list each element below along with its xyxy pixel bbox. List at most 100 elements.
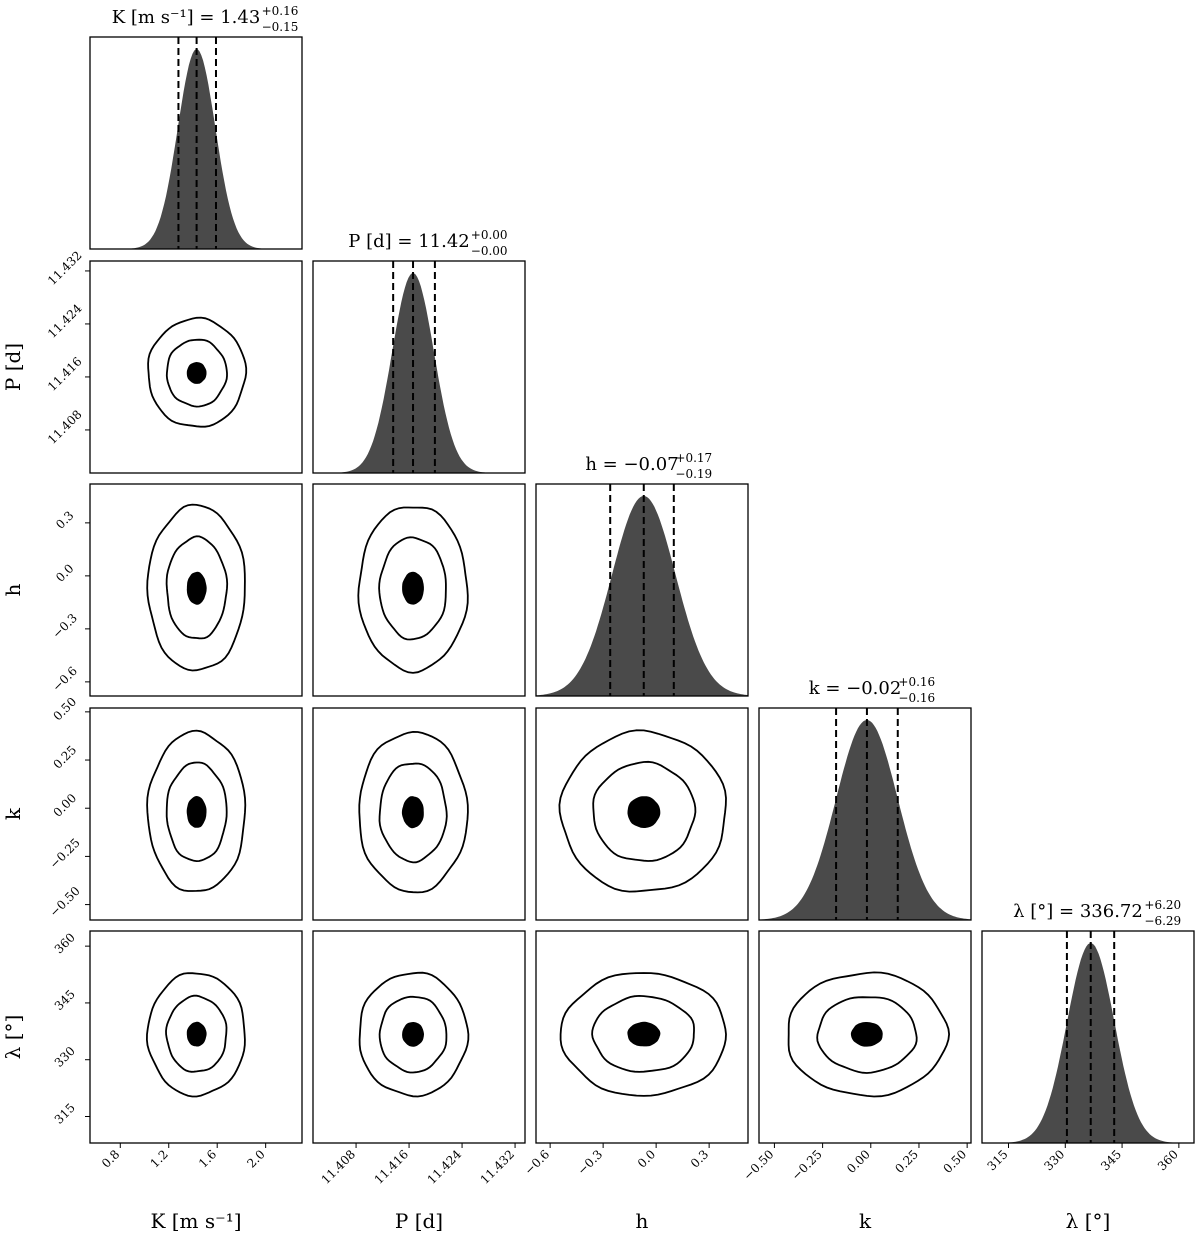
contour-K-k-level-1 [165, 761, 228, 863]
panel-frame-P-h [312, 483, 526, 697]
contour-h-k-level-2 [558, 729, 727, 893]
panel-frame-K-k [89, 707, 303, 921]
title-lower-K: −0.15 [262, 20, 299, 34]
x-tick-label-K-2: 1.6 [196, 1147, 219, 1170]
y-tick-label-lambda-0: 315 [52, 1101, 78, 1127]
y-tick-label-P-1: 11.416 [45, 354, 85, 394]
title-lower-k: −0.16 [898, 691, 935, 705]
panel-hist-lambda: λ [°] = 336.72 +6.20 −6.29 [981, 898, 1195, 1144]
x-tick-label-P-3: 11.432 [478, 1147, 518, 1187]
y-tick-label-lambda-1: 330 [52, 1044, 78, 1070]
contour-h-lambda-level-0 [627, 1021, 661, 1047]
panel-frame-h-lambda [535, 930, 749, 1144]
y-tick-label-h-2: 0.0 [53, 561, 76, 584]
x-tick-label-K-3: 2.0 [244, 1147, 267, 1170]
x-tick-label-h-0: −0.6 [522, 1147, 553, 1178]
x-tick-label-K-0: 0.8 [99, 1147, 122, 1170]
panel-frame-K-lambda [89, 930, 303, 1144]
x-axis-label-K: K [m s⁻¹] [150, 1209, 241, 1233]
x-tick-label-h-3: 0.3 [688, 1147, 711, 1170]
panel-frame-K-P [89, 260, 303, 474]
y-tick-label-h-3: 0.3 [53, 508, 76, 531]
y-tick-label-k-1: −0.25 [47, 836, 83, 872]
contour-k-lambda-level-1 [816, 996, 918, 1074]
contour-h-lambda-level-1 [591, 994, 695, 1073]
contour-P-k-level-1 [378, 762, 448, 864]
panel-contour-K-k [89, 707, 303, 921]
contour-P-h-level-0 [402, 571, 424, 605]
title-lower-h: −0.19 [675, 467, 712, 481]
y-tick-label-P-2: 11.424 [45, 301, 85, 341]
panel-frame-K-h [89, 483, 303, 697]
contour-K-h-level-2 [146, 503, 246, 672]
title-upper-P: +0.00 [471, 228, 508, 242]
panel-frame-h-k [535, 707, 749, 921]
histogram-P [313, 273, 525, 473]
contour-P-lambda-level-2 [358, 971, 470, 1098]
title-lambda: λ [°] = 336.72 [1013, 901, 1143, 922]
x-tick-label-K-1: 1.2 [147, 1147, 170, 1170]
x-tick-label-h-2: 0.0 [635, 1147, 658, 1170]
contour-k-lambda-level-2 [787, 971, 951, 1098]
panel-contour-K-h [89, 483, 303, 697]
contour-h-k-level-1 [592, 760, 697, 862]
histogram-k [759, 720, 971, 920]
x-tick-label-lambda-1: 330 [1041, 1147, 1067, 1173]
y-tick-label-h-1: −0.3 [50, 611, 81, 642]
contour-h-k-level-0 [627, 796, 661, 828]
panel-frame-k [758, 707, 972, 921]
panel-contour-K-lambda [89, 930, 303, 1144]
contour-K-h-level-1 [165, 535, 229, 640]
title-upper-lambda: +6.20 [1144, 898, 1181, 912]
panel-contour-P-lambda [312, 930, 526, 1144]
contour-K-lambda-level-1 [165, 994, 228, 1073]
panel-frame-lambda [981, 930, 1195, 1144]
contour-K-P-level-0 [186, 361, 207, 384]
y-tick-label-k-2: 0.00 [50, 791, 79, 820]
y-axis-label-k: k [1, 807, 25, 820]
panel-frame-P [312, 260, 526, 474]
contour-K-P-level-1 [165, 338, 228, 408]
panel-frame-P-lambda [312, 930, 526, 1144]
x-tick-label-P-2: 11.424 [425, 1147, 465, 1187]
y-tick-label-h-0: −0.6 [50, 664, 81, 695]
x-tick-label-P-0: 11.408 [319, 1147, 359, 1187]
panel-frame-h [535, 483, 749, 697]
contour-P-lambda-level-1 [378, 995, 448, 1074]
panel-hist-k: k = −0.02+0.16 −0.16 [758, 675, 972, 921]
panel-frame-k-lambda [758, 930, 972, 1144]
contour-P-h-level-1 [378, 536, 447, 641]
y-axis-label-P: P [d] [1, 343, 25, 391]
x-tick-label-k-0: −0.50 [741, 1147, 777, 1183]
panel-frame-K [89, 36, 303, 250]
contour-h-lambda-level-2 [559, 972, 727, 1097]
y-tick-label-P-0: 11.408 [45, 407, 85, 447]
contour-P-lambda-level-0 [402, 1022, 425, 1047]
contour-K-P-level-2 [147, 316, 248, 428]
y-axis-label-h: h [1, 583, 25, 596]
y-tick-label-lambda-2: 345 [52, 987, 78, 1013]
title-P: P [d] = 11.42 [348, 231, 469, 252]
x-tick-label-lambda-0: 315 [985, 1147, 1011, 1173]
histogram-h [536, 496, 748, 696]
x-tick-label-k-4: 0.50 [940, 1147, 969, 1176]
title-upper-h: +0.17 [675, 451, 712, 465]
contour-K-k-level-0 [186, 795, 207, 828]
y-tick-label-k-3: 0.25 [50, 743, 79, 772]
x-axis-label-k: k [859, 1209, 872, 1233]
x-axis-label-h: h [636, 1209, 649, 1233]
title-K: K [m s⁻¹] = 1.43 [112, 7, 261, 28]
contour-K-k-level-2 [146, 729, 247, 892]
contour-k-lambda-level-0 [850, 1022, 883, 1047]
title-h: h = −0.07 [585, 454, 678, 475]
x-axis-label-P: P [d] [395, 1209, 443, 1233]
panel-contour-P-h [312, 483, 526, 697]
contour-P-k-level-0 [401, 796, 424, 829]
contour-K-h-level-0 [186, 571, 207, 605]
title-upper-K: +0.16 [262, 4, 299, 18]
panel-hist-h: h = −0.07+0.17 −0.19 [535, 451, 749, 697]
x-tick-label-k-2: 0.00 [844, 1147, 873, 1176]
title-lower-P: −0.00 [471, 244, 508, 258]
y-axis-label-lambda: λ [°] [1, 1015, 25, 1060]
